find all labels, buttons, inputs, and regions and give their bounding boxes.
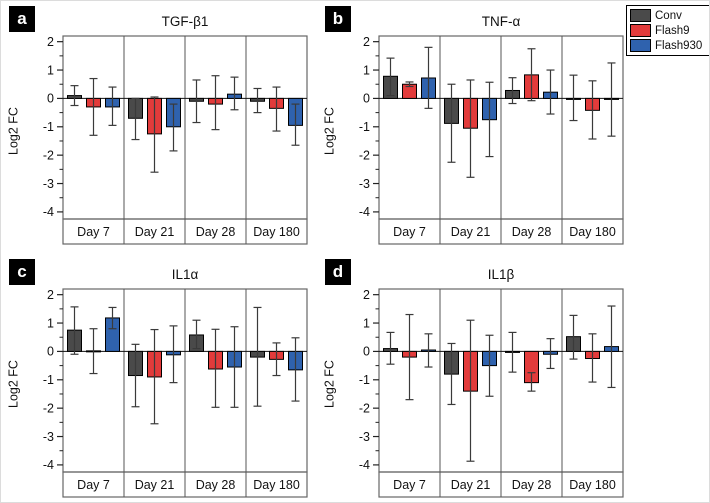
panel-d: d IL1β Log2 FC 2 1 0 -1 -2 -3 -4 Day 7 Day 21 Day… (317, 254, 633, 502)
panel-b: b TNF-α Log2 FC 2 1 0 -1 -2 -3 -4 Day 7 Day 21 Da… (317, 1, 633, 251)
panel-c: c IL1α Log2 FC 2 1 0 -1 -2 -3 -4 Day 7 Day 21 Day… (1, 254, 317, 502)
svg-text:-2: -2 (359, 148, 370, 162)
legend: Conv Flash9 Flash930 (626, 5, 709, 56)
svg-text:-1: -1 (43, 120, 54, 134)
panel-d-title: IL1β (487, 267, 515, 282)
svg-text:-2: -2 (43, 401, 54, 415)
svg-text:Day 180: Day 180 (569, 225, 616, 239)
svg-text:-1: -1 (43, 373, 54, 387)
svg-text:Day 21: Day 21 (135, 478, 175, 492)
svg-text:2: 2 (363, 35, 370, 49)
svg-text:Day 28: Day 28 (512, 225, 552, 239)
panel-c-plot: 2 1 0 -1 -2 -3 -4 Day 7 Day 21 Day 28 Day 180 (43, 288, 308, 498)
panel-a-title: TGF-β1 (161, 14, 209, 29)
svg-text:0: 0 (363, 92, 370, 106)
svg-text:-4: -4 (359, 458, 370, 472)
svg-text:1: 1 (363, 316, 370, 330)
svg-text:Day 21: Day 21 (135, 225, 175, 239)
svg-text:0: 0 (47, 92, 54, 106)
legend-label-flash9: Flash9 (655, 24, 690, 37)
svg-text:-2: -2 (359, 401, 370, 415)
panel-b-label: b (325, 6, 351, 32)
legend-label-conv: Conv (655, 9, 682, 22)
svg-text:1: 1 (47, 63, 54, 77)
legend-swatch-conv (630, 9, 651, 22)
svg-text:-3: -3 (43, 430, 54, 444)
svg-text:Day 28: Day 28 (196, 478, 236, 492)
svg-text:Day 7: Day 7 (77, 225, 110, 239)
panel-b-plot: 2 1 0 -1 -2 -3 -4 Day 7 Day 21 Day 28 Day 180 (359, 35, 624, 245)
legend-swatch-flash930 (630, 39, 651, 52)
svg-text:-4: -4 (43, 205, 54, 219)
svg-text:-1: -1 (359, 120, 370, 134)
svg-text:-2: -2 (43, 148, 54, 162)
svg-text:1: 1 (47, 316, 54, 330)
legend-item-conv: Conv (630, 9, 706, 22)
legend-item-flash9: Flash9 (630, 24, 706, 37)
svg-text:-4: -4 (43, 458, 54, 472)
svg-text:Day 180: Day 180 (569, 478, 616, 492)
svg-text:Day 7: Day 7 (77, 478, 110, 492)
svg-text:-3: -3 (359, 430, 370, 444)
panel-a-plot: 2 1 0 -1 -2 -3 -4 Day 7 Day 21 Day 28 Day 180 (43, 35, 308, 245)
svg-text:Day 28: Day 28 (512, 478, 552, 492)
svg-text:-4: -4 (359, 205, 370, 219)
panel-d-plot: 2 1 0 -1 -2 -3 -4 Day 7 Day 21 Day 28 Day 180 (359, 288, 624, 498)
legend-item-flash930: Flash930 (630, 39, 706, 52)
svg-text:-3: -3 (43, 177, 54, 191)
panel-d-label: d (325, 259, 351, 285)
svg-text:Day 7: Day 7 (393, 225, 426, 239)
panel-c-title: IL1α (171, 267, 199, 282)
svg-text:1: 1 (363, 63, 370, 77)
svg-text:Day 7: Day 7 (393, 478, 426, 492)
svg-text:-3: -3 (359, 177, 370, 191)
panel-c-label: c (9, 259, 35, 285)
svg-text:Day 180: Day 180 (253, 225, 300, 239)
svg-text:0: 0 (363, 345, 370, 359)
panel-a: a TGF-β1 Log2 FC 2 1 0 -1 -2 -3 -4 Day 7 Day 21 D… (1, 1, 317, 251)
svg-text:Day 180: Day 180 (253, 478, 300, 492)
svg-text:Day 21: Day 21 (451, 478, 491, 492)
svg-text:Day 21: Day 21 (451, 225, 491, 239)
svg-text:-1: -1 (359, 373, 370, 387)
panel-b-title: TNF-α (481, 14, 521, 29)
svg-text:2: 2 (363, 288, 370, 302)
svg-text:0: 0 (47, 345, 54, 359)
legend-label-flash930: Flash930 (655, 39, 703, 52)
svg-text:Day 28: Day 28 (196, 225, 236, 239)
legend-swatch-flash9 (630, 24, 651, 37)
panel-a-label: a (9, 6, 35, 32)
svg-text:2: 2 (47, 35, 54, 49)
svg-text:2: 2 (47, 288, 54, 302)
